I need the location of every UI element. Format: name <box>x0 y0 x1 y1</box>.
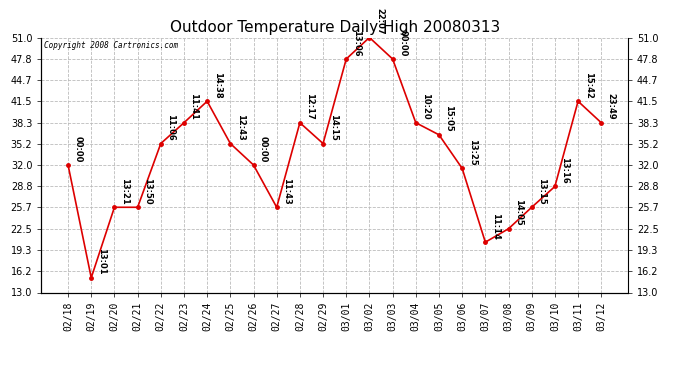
Text: 00:00: 00:00 <box>398 30 407 56</box>
Text: 13:50: 13:50 <box>143 178 152 204</box>
Text: 15:05: 15:05 <box>444 105 453 132</box>
Text: 11:06: 11:06 <box>166 114 175 141</box>
Text: 13:16: 13:16 <box>560 157 569 184</box>
Text: 00:00: 00:00 <box>259 136 268 162</box>
Text: 13:01: 13:01 <box>97 248 106 275</box>
Text: 12:17: 12:17 <box>306 93 315 120</box>
Text: 13:25: 13:25 <box>468 139 477 166</box>
Text: 13:15: 13:15 <box>538 178 546 204</box>
Text: 11:14: 11:14 <box>491 213 500 239</box>
Text: 10:20: 10:20 <box>422 93 431 120</box>
Text: 00:00: 00:00 <box>74 136 83 162</box>
Text: 11:41: 11:41 <box>190 93 199 120</box>
Text: 14:15: 14:15 <box>328 114 337 141</box>
Text: 15:42: 15:42 <box>584 72 593 99</box>
Text: 12:43: 12:43 <box>236 114 245 141</box>
Text: 14:38: 14:38 <box>213 72 221 99</box>
Text: 11:43: 11:43 <box>282 178 291 204</box>
Text: 14:05: 14:05 <box>514 199 523 226</box>
Text: 13:21: 13:21 <box>120 178 129 204</box>
Text: Copyright 2008 Cartronics.com: Copyright 2008 Cartronics.com <box>44 41 179 50</box>
Title: Outdoor Temperature Daily High 20080313: Outdoor Temperature Daily High 20080313 <box>170 20 500 35</box>
Text: 22:07: 22:07 <box>375 8 384 35</box>
Text: 23:49: 23:49 <box>607 93 615 120</box>
Text: 13:06: 13:06 <box>352 30 361 56</box>
